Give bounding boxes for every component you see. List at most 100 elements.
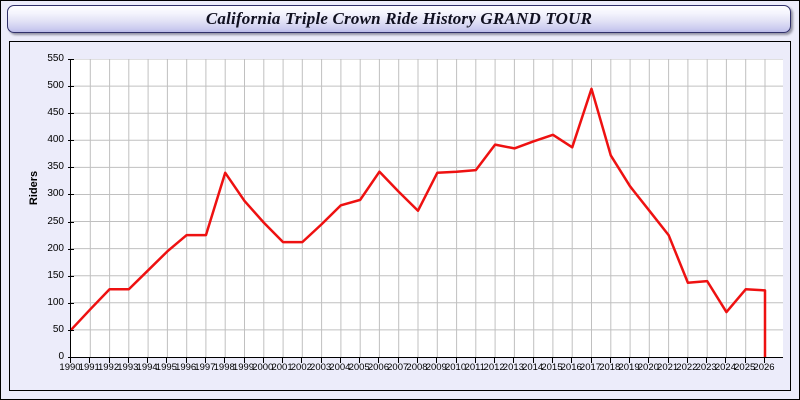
y-tick-mark [68, 275, 74, 277]
x-tick-mark [455, 358, 457, 363]
y-tick-label: 150 [47, 269, 64, 281]
x-tick-label: 2001 [271, 362, 293, 373]
y-tick-mark [68, 59, 74, 60]
x-tick-label: 1992 [97, 362, 120, 373]
y-tick-label: 200 [47, 242, 64, 254]
x-axis-tick-labels: 1990 1991 1992 1993 1994 1995 1996 1997 1998 1999… [59, 362, 786, 378]
y-tick-label: 250 [47, 215, 64, 227]
x-tick-label: 2009 [425, 362, 447, 373]
x-tick-label: 2020 [637, 362, 659, 373]
x-tick-mark [166, 358, 168, 363]
y-tick-label: 350 [47, 161, 64, 173]
x-tick-label: 2003 [310, 362, 332, 373]
y-tick-label: 50 [52, 323, 64, 335]
x-tick-mark [89, 358, 91, 363]
y-tick-mark [68, 329, 74, 331]
x-tick-label: 2021 [657, 362, 679, 373]
x-tick-label: 2025 [734, 362, 756, 373]
x-tick-mark [474, 358, 476, 363]
x-tick-label: 1999 [232, 362, 255, 373]
x-tick-label: 2008 [406, 362, 428, 373]
x-tick-label: 2013 [502, 362, 524, 373]
x-tick-mark [185, 358, 187, 363]
x-tick-mark [339, 358, 341, 363]
x-tick-label: 2026 [753, 362, 775, 373]
x-tick-mark [609, 358, 611, 363]
y-tick-label: 500 [47, 80, 64, 92]
riders-line-series [71, 87, 767, 357]
x-tick-mark [108, 358, 110, 363]
y-tick-label: 100 [47, 296, 64, 308]
y-tick-mark [68, 140, 74, 142]
x-tick-label: 1997 [194, 362, 216, 373]
x-tick-label: 2019 [618, 362, 640, 373]
x-tick-mark [282, 358, 284, 363]
x-tick-mark [744, 358, 746, 363]
x-tick-label: 1995 [155, 362, 177, 373]
x-tick-label: 2004 [329, 362, 351, 373]
y-tick-mark [68, 221, 74, 223]
y-tick-mark [68, 248, 74, 250]
x-tick-label: 1993 [117, 362, 139, 373]
x-tick-label: 2018 [599, 362, 621, 373]
y-tick-label: 550 [47, 53, 64, 64]
y-axis-tick-labels: 0 50 100 150 200 250 300 350 400 450 500 550 [18, 54, 64, 362]
y-tick-mark [68, 167, 74, 169]
x-tick-label: 2010 [444, 362, 467, 373]
x-tick-mark [764, 358, 765, 363]
x-tick-mark [262, 358, 264, 363]
x-tick-mark [571, 358, 573, 363]
x-tick-mark [551, 358, 553, 363]
x-tick-mark [127, 358, 129, 363]
x-tick-mark [224, 358, 226, 363]
x-tick-mark [667, 358, 669, 363]
x-tick-mark [147, 358, 149, 363]
x-tick-mark [494, 358, 496, 363]
x-tick-label: 1998 [213, 362, 235, 373]
x-tick-mark [725, 358, 727, 363]
x-tick-label: 2011 [464, 362, 486, 373]
plot-area [70, 59, 783, 358]
y-tick-mark [68, 113, 74, 115]
y-tick-label: 300 [47, 188, 64, 200]
x-tick-mark [513, 358, 515, 363]
x-tick-label: 2016 [560, 362, 582, 373]
x-tick-label: 2014 [522, 362, 544, 373]
x-tick-label: 1991 [78, 362, 100, 373]
x-tick-label: 1996 [175, 362, 197, 373]
x-tick-label: 2005 [348, 362, 370, 373]
x-tick-mark [648, 358, 650, 363]
page-title: California Triple Crown Ride History GRA… [205, 9, 593, 28]
chart-title-bar: California Triple Crown Ride History GRA… [7, 5, 791, 33]
y-tick-label: 0 [58, 351, 64, 362]
x-tick-mark [204, 358, 206, 363]
x-tick-label: 2023 [695, 362, 717, 373]
x-tick-label: 2006 [367, 362, 389, 373]
x-tick-label: 2012 [483, 362, 505, 373]
x-tick-label: 2000 [252, 362, 274, 373]
x-tick-label: 2017 [579, 362, 602, 373]
x-tick-label: 1994 [136, 362, 158, 373]
y-tick-mark [68, 357, 74, 358]
y-tick-mark [68, 86, 74, 88]
x-tick-mark [532, 358, 534, 363]
plot-frame: Riders 0 50 100 150 200 250 300 350 400 450 500 550… [9, 41, 791, 391]
x-tick-mark [70, 358, 71, 363]
x-tick-mark [359, 358, 361, 363]
y-tick-mark [68, 194, 74, 196]
x-tick-label: 2024 [714, 362, 736, 373]
x-tick-label: 2007 [387, 362, 409, 373]
x-tick-mark [706, 358, 708, 363]
x-tick-mark [378, 358, 380, 363]
x-tick-mark [417, 358, 418, 363]
x-tick-label: 1990 [59, 362, 81, 373]
x-tick-label: 2022 [676, 362, 698, 373]
y-tick-label: 400 [47, 134, 64, 146]
x-tick-mark [320, 358, 322, 363]
y-tick-mark [68, 302, 74, 304]
x-tick-mark [397, 358, 399, 363]
x-tick-mark [243, 358, 245, 363]
x-tick-mark [301, 358, 303, 363]
x-tick-label: 2015 [541, 362, 563, 373]
